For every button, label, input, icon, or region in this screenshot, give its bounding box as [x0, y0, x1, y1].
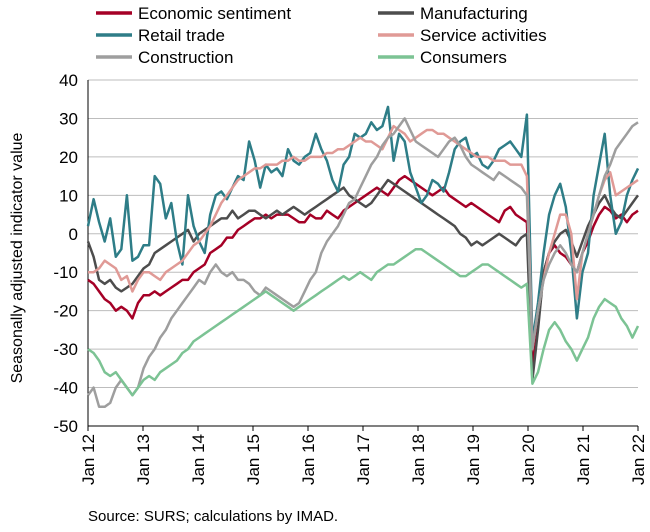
y-tick-label: -40: [53, 379, 78, 398]
y-tick-label: -50: [53, 417, 78, 436]
series-line-manufacturing: [86, 178, 640, 382]
x-tick-label: Jan 14: [189, 434, 208, 485]
x-tick-label: Jan 12: [79, 434, 98, 485]
legend-label-service-activities: Service activities: [420, 26, 547, 45]
legend-label-construction: Construction: [138, 48, 233, 67]
y-tick-label: 20: [59, 148, 78, 167]
y-tick-label: 40: [59, 71, 78, 90]
y-tick-label: -10: [53, 263, 78, 282]
x-tick-label: Jan 17: [354, 434, 373, 485]
x-tick-label: Jan 19: [464, 434, 483, 485]
series-line-construction: [86, 117, 639, 409]
x-tick-label: Jan 20: [519, 434, 538, 485]
series-line-consumers: [87, 247, 640, 397]
legend-label-consumers: Consumers: [420, 48, 507, 67]
x-tick-label: Jan 13: [134, 434, 153, 485]
y-tick-label: -20: [53, 302, 78, 321]
x-tick-label: Jan 18: [409, 434, 428, 485]
y-tick-label: 0: [69, 225, 78, 244]
y-axis-title: Seasonally adjusted indicator value: [9, 132, 26, 383]
series-line-service-activities: [88, 124, 639, 351]
y-tick-label: 30: [59, 109, 78, 128]
x-tick-label: Jan 22: [629, 434, 648, 485]
y-tick-label: -30: [53, 340, 78, 359]
legend-label-economic-sentiment: Economic sentiment: [138, 4, 291, 23]
legend-label-manufacturing: Manufacturing: [420, 4, 528, 23]
source-note: Source: SURS; calculations by IMAD.: [88, 508, 339, 525]
x-tick-label: Jan 16: [299, 434, 318, 485]
x-tick-label: Jan 21: [574, 434, 593, 485]
axes: [87, 80, 639, 431]
legend: Economic sentiment Manufacturing Retail tr…: [96, 4, 547, 67]
series-line-retail-trade: [86, 105, 640, 343]
y-tick-label: 10: [59, 186, 78, 205]
series-lines: [86, 105, 640, 409]
x-tick-label: Jan 15: [244, 434, 263, 485]
legend-label-retail-trade: Retail trade: [138, 26, 225, 45]
